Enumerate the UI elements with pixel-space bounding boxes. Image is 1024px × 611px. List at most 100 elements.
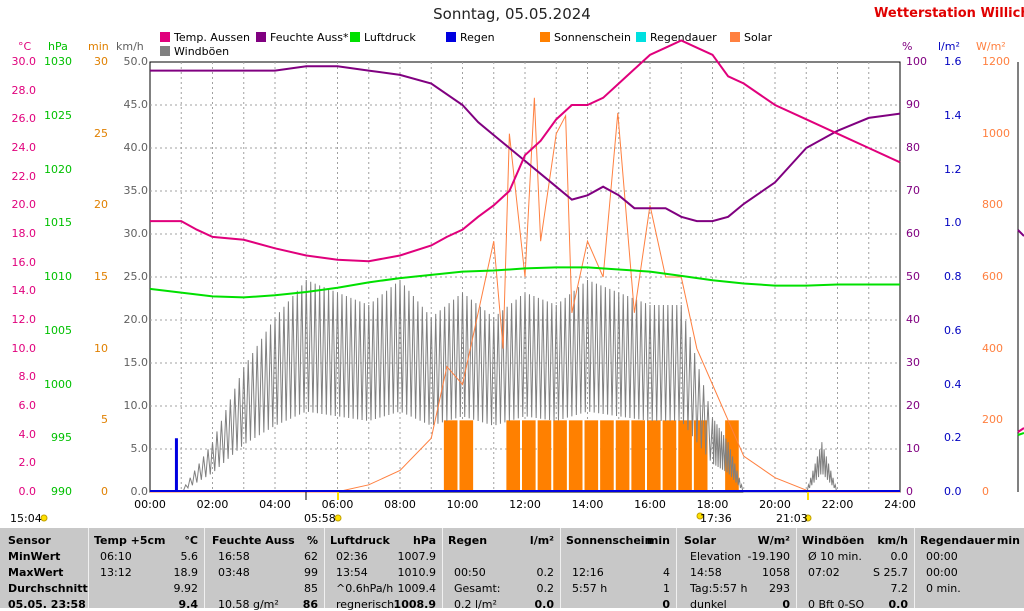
tick-label-minutes: 30 [94, 55, 108, 68]
table-header: Sensor [8, 534, 51, 547]
table-cell-label: 03:48 [218, 566, 250, 579]
tick-label-humidity: 20 [906, 399, 920, 412]
tick-label-time: 10:00 [446, 498, 479, 511]
legend-item: Regendauer [636, 31, 717, 44]
tick-label-minutes: 5 [101, 413, 108, 427]
sunshine-bar [443, 420, 458, 492]
legend-swatch [636, 32, 646, 42]
legend-label: Temp. Aussen [174, 31, 251, 44]
tick-label-solar: 0 [982, 485, 989, 498]
tick-label-temp: 26.0 [11, 112, 37, 126]
table-header: Luftdruck [330, 534, 390, 547]
table-cell-value: -19.190 [747, 550, 790, 563]
table-cell-value: 7.2 [890, 582, 909, 595]
tick-label-humidity: 60 [906, 227, 920, 240]
tick-label-minutes: 25 [94, 126, 108, 140]
table-cell-value: 0 [782, 598, 790, 611]
sunrise-time: 05:58 [304, 512, 336, 525]
tick-label-pressure: 1000 [44, 377, 72, 391]
tick-label-minutes: 10 [94, 341, 108, 355]
table-cell-value: 9.4 [178, 598, 199, 611]
table-header: Sonnenschein [566, 534, 653, 547]
table-header-unit: W/m² [757, 534, 790, 547]
tick-label-humidity: 10 [906, 442, 920, 455]
tick-label-wind: 10.0 [123, 399, 149, 412]
legend-label: Regen [460, 31, 495, 44]
chart-title: Sonntag, 05.05.2024 [433, 5, 591, 23]
table-cell-label: Ø 10 min. [808, 550, 862, 563]
table-column-separator [442, 528, 443, 608]
tick-label-wind: 20.0 [123, 313, 149, 326]
table-header-unit: l/m² [529, 534, 554, 547]
tick-label-temp: 16.0 [11, 255, 37, 269]
legend-item: Regen [446, 31, 495, 44]
sunshine-bar [678, 420, 692, 492]
table-cell-value: 0.0 [890, 550, 909, 563]
table-cell-value: S 25.7 [873, 566, 908, 579]
sun-marker-icon [334, 514, 342, 522]
tick-label-rain: 0.0 [944, 485, 962, 498]
noon-marker-time: 17:36 [700, 512, 732, 525]
table-cell-value: 9.92 [173, 582, 199, 595]
table-cell-value: 1 [663, 582, 670, 595]
sunshine-bar [568, 420, 583, 492]
table-header: Feuchte Auss [212, 534, 295, 547]
table-cell-label: 5:57 h [572, 582, 608, 595]
sunshine-bar [631, 420, 645, 492]
tick-label-rain: 1.4 [944, 108, 962, 122]
tick-label-humidity: 50 [906, 270, 920, 283]
sunset-time: 21:03 [776, 512, 808, 525]
axis-unit-humidity: % [902, 40, 913, 53]
table-header-unit: % [306, 534, 318, 547]
series-line-luftdruck [149, 266, 900, 299]
table-cell-value: 62 [304, 550, 318, 563]
tick-label-time: 24:00 [884, 498, 916, 511]
sunshine-bar [615, 420, 630, 492]
table-cell-label: 0.2 l/m² [454, 598, 497, 611]
next-panel-temp [1017, 427, 1024, 433]
table-cell-value: 86 [302, 598, 318, 611]
tick-label-rain: 1.6 [944, 55, 962, 68]
table-cell-label: 12:16 [572, 566, 604, 579]
tick-label-time: 14:00 [571, 498, 604, 511]
tick-label-pressure: 990 [51, 485, 72, 498]
table-cell-value: 1007.9 [397, 550, 437, 563]
tick-label-temp: 30.0 [11, 55, 37, 68]
axis-unit-wind: km/h [116, 40, 144, 53]
table-cell-value: 293 [769, 582, 790, 595]
table-column-separator [560, 528, 561, 608]
tick-label-solar: 1000 [982, 126, 1010, 140]
legend-swatch [350, 32, 360, 42]
tick-label-pressure: 1030 [44, 55, 72, 68]
tick-label-time: 16:00 [634, 498, 666, 511]
tick-label-time: 12:00 [509, 498, 541, 511]
table-cell-label: 07:02 [808, 566, 840, 579]
axis-unit-minutes: min [88, 40, 109, 53]
table-cell-label: Elevation [690, 550, 742, 563]
table-cell-label: 00:00 [926, 566, 958, 579]
tick-label-temp: 28.0 [11, 83, 37, 97]
legend-item: Windböen [160, 45, 229, 58]
table-cell-value: 18.9 [173, 566, 199, 579]
table-column-separator [914, 528, 915, 608]
tick-label-rain: 0.4 [944, 377, 962, 391]
table-column-separator [88, 528, 89, 608]
table-cell-label: 13:54 [336, 566, 368, 579]
sun-marker-icon [40, 514, 48, 522]
tick-label-temp: 2.0 [18, 456, 37, 470]
table-row-label: MinWert [8, 550, 61, 563]
table-column-separator [204, 528, 205, 608]
tick-label-pressure: 1015 [44, 216, 72, 230]
table-column-separator [676, 528, 677, 608]
tick-label-pressure: 1020 [44, 162, 72, 176]
tick-label-solar: 800 [982, 198, 1003, 212]
table-cell-label: 13:12 [100, 566, 132, 579]
tick-label-humidity: 80 [906, 141, 920, 154]
tick-label-humidity: 90 [906, 98, 920, 111]
tick-label-temp: 20.0 [11, 198, 37, 212]
legend-item: Temp. Aussen [160, 31, 250, 44]
tick-label-wind: 35.0 [123, 184, 149, 197]
legend-label: Windböen [174, 45, 230, 58]
chart-plot [40, 39, 1024, 522]
tick-label-time: 00:00 [134, 498, 166, 511]
